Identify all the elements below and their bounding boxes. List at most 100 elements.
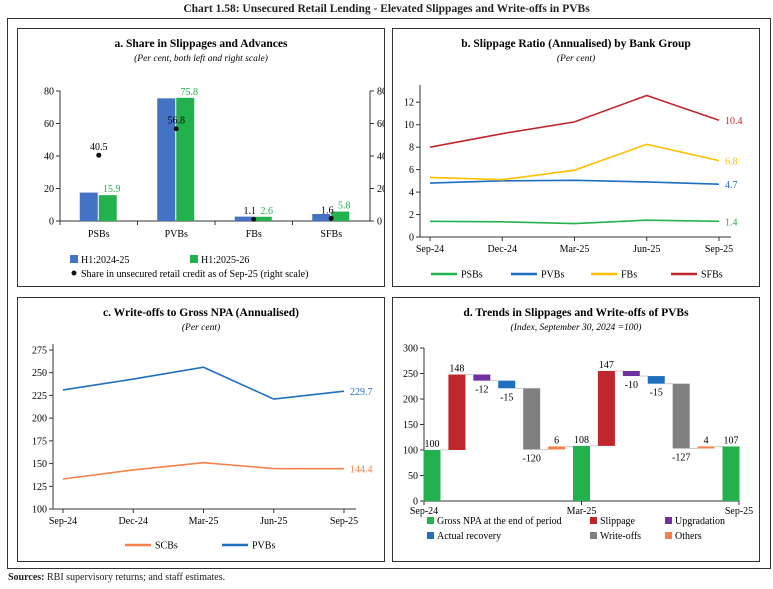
chart-title: Chart 1.58: Unsecured Retail Lending - E… bbox=[183, 3, 590, 15]
panel-c: c. Write-offs to Gross NPA (Annualised) (… bbox=[17, 297, 385, 562]
waterfall-bar bbox=[573, 445, 590, 501]
bar-data-label: -10 bbox=[625, 380, 638, 391]
bar-data-label: 4 bbox=[704, 435, 709, 446]
y-tick-label: 40 bbox=[44, 152, 54, 163]
x-tick-label: SFBs bbox=[320, 229, 342, 240]
y-tick-label: 2 bbox=[409, 210, 414, 221]
x-tick-label: Sep-25 bbox=[725, 506, 753, 517]
bar-data-label: 2.6 bbox=[261, 206, 274, 217]
panel-title: a. Share in Slippages and Advances bbox=[115, 38, 289, 50]
y-tick-label: 0 bbox=[409, 233, 414, 244]
x-tick-label: Sep-24 bbox=[410, 506, 438, 517]
x-tick-label: Mar-25 bbox=[567, 506, 597, 517]
bar-data-label: -15 bbox=[500, 392, 513, 403]
y-tick-label: 80 bbox=[44, 87, 54, 98]
series-line-PVBs bbox=[429, 179, 720, 186]
panel-d: d. Trends in Slippages and Write-offs of… bbox=[392, 297, 760, 562]
scatter-point bbox=[96, 152, 102, 158]
y-tick-label: 0 bbox=[49, 217, 54, 228]
x-tick-label: FBs bbox=[246, 229, 262, 240]
series-line-PSBs bbox=[429, 219, 720, 225]
scatter-point bbox=[251, 216, 257, 222]
x-tick-label: Sep-25 bbox=[705, 244, 733, 255]
y-tick-label: 150 bbox=[403, 420, 418, 431]
legend-swatch bbox=[665, 517, 672, 524]
bar-data-label: -12 bbox=[475, 385, 488, 396]
legend-label: SFBs bbox=[701, 270, 723, 281]
legend-label: Actual recovery bbox=[437, 531, 501, 542]
legend-swatch bbox=[71, 270, 77, 276]
bar-data-label: 107 bbox=[724, 435, 739, 446]
y-tick-label: 275 bbox=[32, 346, 47, 357]
bar-H1:2025-26 bbox=[331, 211, 350, 221]
waterfall-bar bbox=[523, 388, 541, 450]
y-tick-label: 250 bbox=[32, 368, 47, 379]
y-tick-label: 200 bbox=[403, 395, 418, 406]
right-y-tick-label: 40 bbox=[377, 152, 384, 163]
scatter-data-label: 40.5 bbox=[90, 142, 108, 153]
legend-swatch bbox=[427, 532, 434, 539]
panel-a: a. Share in Slippages and Advances (Per c… bbox=[17, 28, 385, 287]
chart-frame bbox=[7, 18, 771, 569]
waterfall-bar bbox=[473, 374, 491, 381]
y-tick-label: 100 bbox=[403, 446, 418, 457]
bar-data-label: 75.8 bbox=[181, 87, 199, 98]
bar-data-label: 108 bbox=[574, 435, 589, 446]
waterfall-bar bbox=[548, 446, 566, 450]
legend-label: Others bbox=[675, 531, 702, 542]
y-tick-label: 100 bbox=[32, 505, 47, 516]
x-tick-label: Dec-24 bbox=[488, 244, 517, 255]
series-line-SFBs bbox=[429, 94, 720, 148]
x-tick-label: Jun-25 bbox=[633, 244, 660, 255]
right-y-tick-label: 20 bbox=[377, 184, 384, 195]
bar-H1:2025-26 bbox=[176, 97, 195, 221]
bar-H1:2024-25 bbox=[79, 192, 98, 221]
y-tick-label: 12 bbox=[404, 98, 414, 109]
legend-label: Share in unsecured retail credit as of S… bbox=[81, 269, 308, 280]
y-tick-label: 125 bbox=[32, 482, 47, 493]
waterfall-bar bbox=[622, 370, 640, 377]
waterfall-bar bbox=[597, 370, 615, 446]
waterfall-bar bbox=[647, 376, 665, 384]
end-data-label: 10.4 bbox=[725, 116, 743, 127]
waterfall-bar bbox=[448, 374, 466, 450]
end-data-label: 144.4 bbox=[350, 465, 373, 476]
right-y-tick-label: 0 bbox=[377, 217, 382, 228]
bar-H1:2024-25 bbox=[234, 216, 253, 221]
waterfall-bar bbox=[722, 446, 740, 501]
panel-title: c. Write-offs to Gross NPA (Annualised) bbox=[103, 307, 299, 319]
sources-label: Sources: bbox=[8, 572, 45, 583]
waterfall-bar bbox=[498, 380, 516, 389]
panel-subtitle: (Per cent) bbox=[557, 53, 595, 64]
panel-subtitle: (Per cent, both left and right scale) bbox=[134, 53, 268, 64]
series-line-FBs bbox=[429, 143, 720, 181]
end-data-label: 229.7 bbox=[350, 387, 373, 398]
panel-title: d. Trends in Slippages and Write-offs of… bbox=[463, 307, 689, 319]
panel-b: b. Slippage Ratio (Annualised) by Bank G… bbox=[392, 28, 760, 287]
y-tick-label: 50 bbox=[408, 471, 418, 482]
legend-label: PVBs bbox=[252, 541, 275, 552]
end-data-label: 6.8 bbox=[725, 157, 738, 168]
bar-data-label: -120 bbox=[522, 453, 540, 464]
y-tick-label: 225 bbox=[32, 391, 47, 402]
legend-swatch bbox=[590, 517, 597, 524]
sources-note: Sources: RBI supervisory returns; and st… bbox=[8, 572, 225, 583]
legend-swatch bbox=[665, 532, 672, 539]
legend-swatch bbox=[427, 517, 434, 524]
legend-swatch bbox=[590, 532, 597, 539]
x-tick-label: PSBs bbox=[88, 229, 110, 240]
y-tick-label: 175 bbox=[32, 436, 47, 447]
y-tick-label: 10 bbox=[404, 120, 414, 131]
bar-data-label: 15.9 bbox=[103, 184, 121, 195]
series-line-PVBs bbox=[62, 366, 345, 400]
legend-label: H1:2025-26 bbox=[201, 255, 249, 266]
legend-label: Slippage bbox=[600, 516, 636, 527]
right-y-tick-label: 80 bbox=[377, 87, 384, 98]
waterfall-bar bbox=[423, 450, 441, 501]
series-line-SCBs bbox=[62, 461, 345, 480]
bar-data-label: -127 bbox=[672, 452, 690, 463]
bar-H1:2024-25 bbox=[312, 214, 331, 221]
end-data-label: 4.7 bbox=[725, 180, 738, 191]
y-tick-label: 4 bbox=[409, 188, 414, 199]
y-tick-label: 60 bbox=[44, 119, 54, 130]
